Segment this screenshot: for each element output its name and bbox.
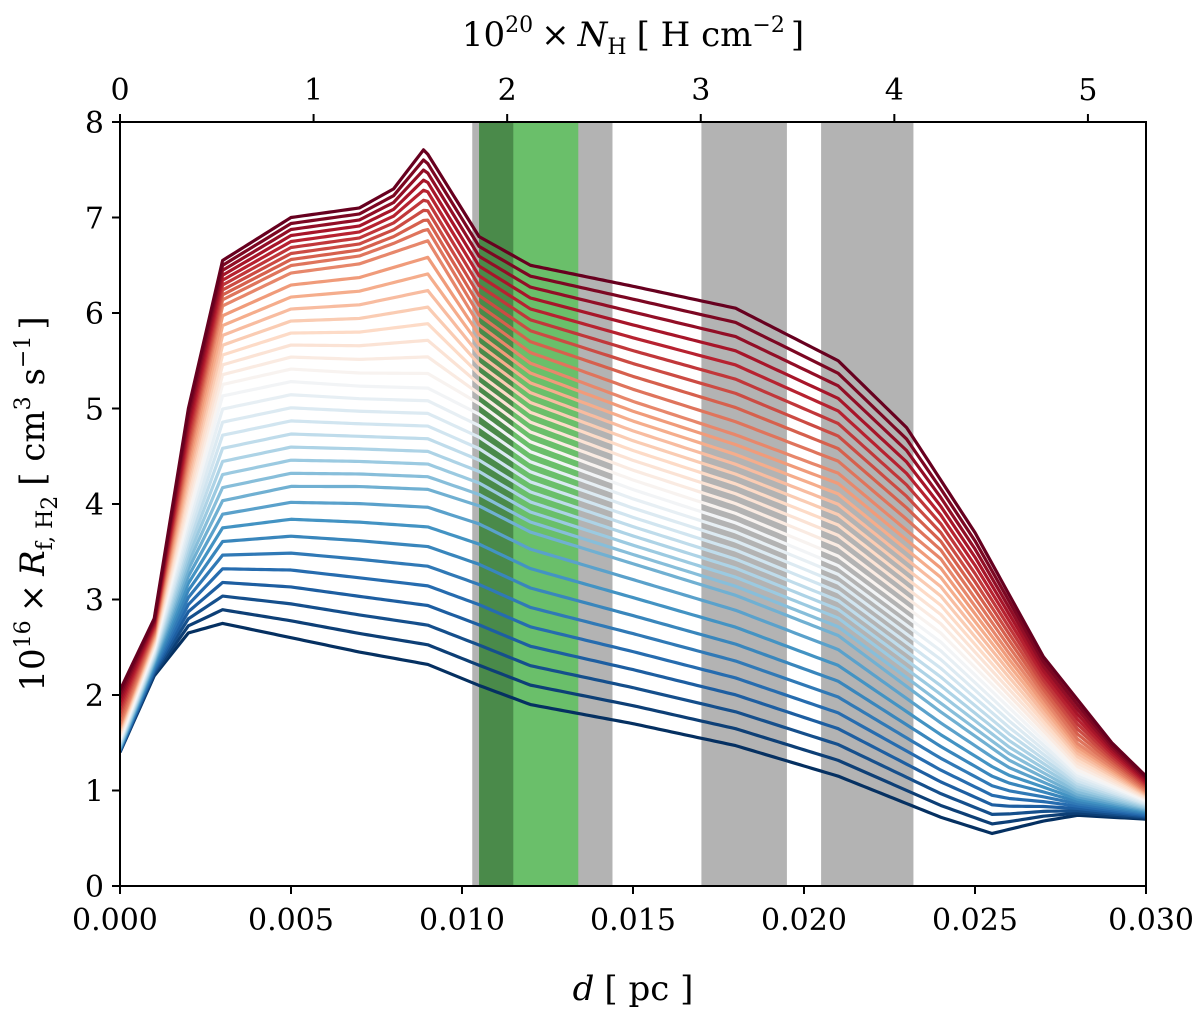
series-line-10: [120, 484, 1146, 811]
x-tick-label: 0.010: [419, 903, 505, 938]
series-line-19: [120, 367, 1146, 801]
series-line-34: [120, 168, 1146, 781]
y-tick-label: 3: [85, 584, 104, 619]
series-line-8: [120, 517, 1146, 814]
series-line-13: [120, 445, 1146, 808]
y-tick-label: 7: [85, 202, 104, 237]
series-line-11: [120, 471, 1146, 810]
series-line-33: [120, 178, 1146, 783]
series-line-22: [120, 322, 1146, 798]
top-tick-label: 3: [691, 73, 710, 108]
series-line-5: [120, 567, 1146, 817]
series-line-7: [120, 534, 1146, 815]
top-tick-label: 4: [885, 73, 904, 108]
series-line-27: [120, 239, 1146, 793]
series-line-3: [120, 594, 1146, 819]
x-tick-label: 0.025: [932, 903, 1018, 938]
series-line-26: [120, 255, 1146, 794]
top-tick-label: 5: [1078, 73, 1097, 108]
y-tick-label: 6: [85, 297, 104, 332]
series-line-21: [120, 338, 1146, 799]
top-tick-label: 0: [110, 73, 129, 108]
y-tick-label: 8: [85, 106, 104, 141]
y-tick-label: 1: [85, 775, 104, 810]
y-tick-label: 0: [85, 870, 104, 905]
x-axis-label: d[ pc ]: [573, 969, 694, 1009]
series-line-25: [120, 272, 1146, 795]
series-line-31: [120, 198, 1146, 786]
top-x-axis-label: 1020 × NH[ H cm−2]: [462, 13, 804, 60]
y-axis-label: 1016×Rf, H2[ cm3 s−1]: [11, 316, 63, 691]
series-line-20: [120, 355, 1146, 800]
y-tick-label: 4: [85, 488, 104, 523]
series-line-17: [120, 393, 1146, 804]
series-line-30: [120, 208, 1146, 788]
series-line-36: [120, 148, 1146, 778]
series-line-32: [120, 188, 1146, 784]
x-tick-label: 0.005: [248, 903, 334, 938]
bottom-x-ticks: 0.000 0.005 0.010 0.015 0.020 0.025 0.030: [72, 886, 1194, 938]
series-line-14: [120, 432, 1146, 807]
series-line-9: [120, 500, 1146, 812]
x-tick-label: 0.000: [72, 903, 158, 938]
series-line-29: [120, 218, 1146, 789]
series-line-15: [120, 419, 1146, 806]
x-tick-label: 0.015: [590, 903, 676, 938]
series-line-23: [120, 305, 1146, 797]
left-y-ticks: 0 1 2 3 4 5 6 7 8: [85, 106, 120, 905]
series-line-2: [120, 608, 1146, 826]
curves: [120, 148, 1146, 836]
y-tick-label: 5: [85, 393, 104, 428]
series-line-4: [120, 580, 1146, 818]
shaded-region-2: [701, 122, 787, 886]
series-line-18: [120, 380, 1146, 803]
top-tick-label: 1: [304, 73, 323, 108]
series-line-28: [120, 227, 1146, 791]
top-tick-label: 2: [498, 73, 517, 108]
top-x-ticks: 0 1 2 3 4 5: [110, 73, 1097, 122]
series-line-16: [120, 406, 1146, 805]
x-tick-label: 0.020: [761, 903, 847, 938]
series-line-35: [120, 158, 1146, 779]
series-line-1: [120, 621, 1146, 836]
x-tick-label: 0.030: [1108, 903, 1194, 938]
series-line-12: [120, 458, 1146, 809]
y-tick-label: 2: [85, 679, 104, 714]
series-line-6: [120, 551, 1146, 816]
series-line-24: [120, 288, 1146, 796]
